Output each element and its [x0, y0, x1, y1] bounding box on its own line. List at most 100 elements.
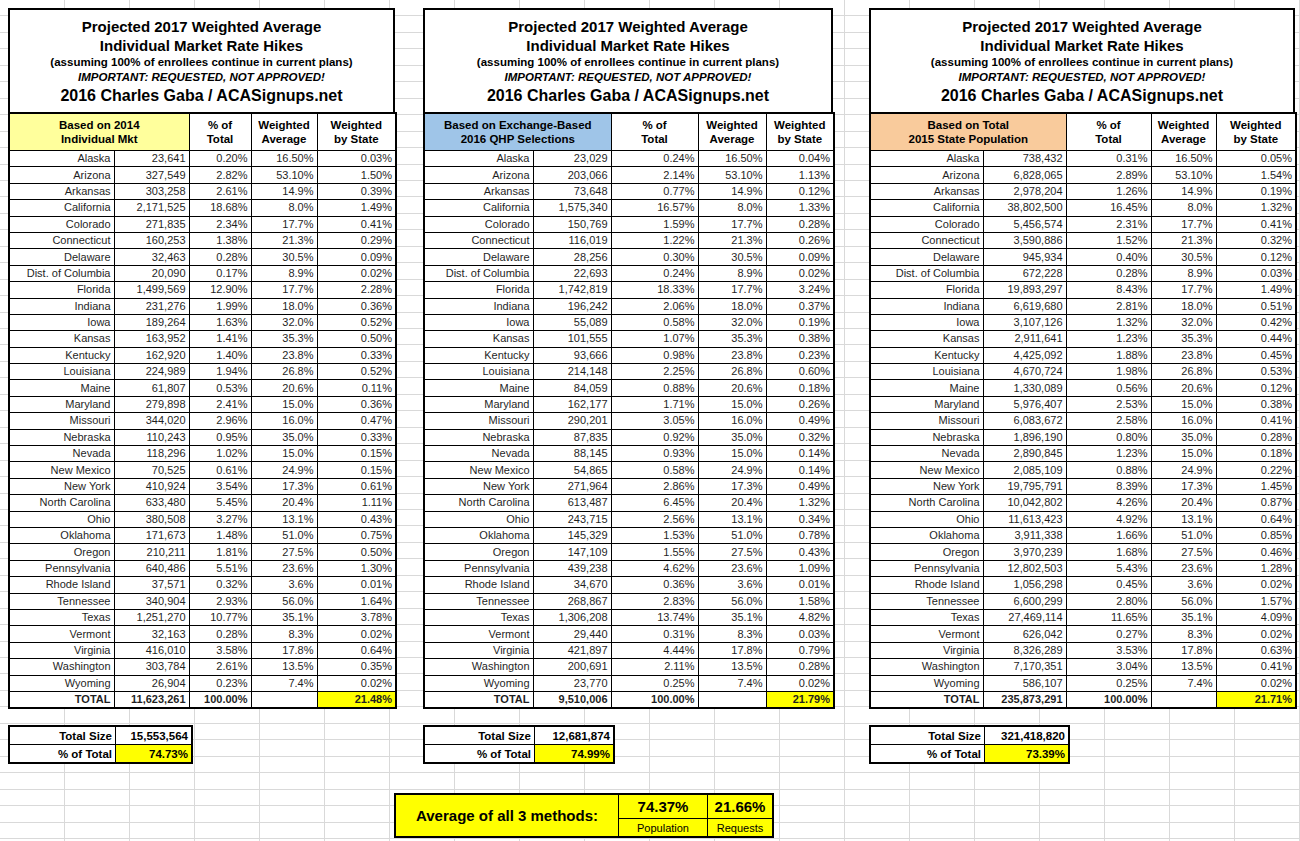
state-name-cell[interactable]: Maine [424, 380, 533, 396]
state-name-cell[interactable]: Indiana [9, 298, 114, 314]
state-name-cell[interactable]: Missouri [870, 413, 983, 429]
value-cell[interactable]: 0.33% [317, 347, 396, 363]
value-cell[interactable]: 16.0% [251, 413, 317, 429]
value-cell[interactable]: 20.4% [698, 495, 766, 511]
state-name-cell[interactable]: Texas [870, 609, 983, 625]
value-cell[interactable]: 5.45% [189, 495, 251, 511]
value-cell[interactable]: 0.43% [317, 511, 396, 527]
state-name-cell[interactable]: Iowa [870, 314, 983, 330]
col-header-weighted-by-state[interactable]: Weighted by State [766, 113, 834, 151]
value-cell[interactable]: 6,083,672 [983, 413, 1066, 429]
value-cell[interactable]: 0.11% [317, 380, 396, 396]
value-cell[interactable]: 0.95% [189, 429, 251, 445]
state-name-cell[interactable]: Florida [9, 282, 114, 298]
value-cell[interactable]: 0.41% [1216, 216, 1296, 232]
value-cell[interactable]: 27.5% [1151, 544, 1216, 560]
value-cell[interactable]: 8.9% [698, 265, 766, 281]
value-cell[interactable]: 1.53% [611, 527, 698, 543]
col-header-weighted-average[interactable]: Weighted Average [251, 113, 317, 151]
value-cell[interactable]: 0.02% [317, 675, 396, 691]
state-name-cell[interactable]: Virginia [424, 642, 533, 658]
value-cell[interactable]: 160,253 [114, 232, 189, 248]
value-cell[interactable]: 1.32% [1066, 314, 1151, 330]
value-cell[interactable]: 0.61% [317, 478, 396, 494]
state-name-cell[interactable]: Vermont [9, 626, 114, 642]
value-cell[interactable]: 162,920 [114, 347, 189, 363]
value-cell[interactable]: 0.27% [1066, 626, 1151, 642]
value-cell[interactable]: 210,211 [114, 544, 189, 560]
value-cell[interactable]: 0.88% [1066, 462, 1151, 478]
value-cell[interactable]: 11.65% [1066, 609, 1151, 625]
state-name-cell[interactable]: New York [870, 478, 983, 494]
state-name-cell[interactable]: Alaska [870, 151, 983, 167]
value-cell[interactable]: 0.41% [1216, 659, 1296, 675]
value-cell[interactable]: 0.52% [317, 314, 396, 330]
state-name-cell[interactable]: Tennessee [870, 593, 983, 609]
pct-of-total-value[interactable]: 74.99% [535, 745, 615, 764]
group-header-cell[interactable]: Based on Total 2015 State Population [870, 113, 1066, 151]
pct-of-total-label[interactable]: % of Total [9, 745, 116, 764]
value-cell[interactable]: 8.0% [1151, 200, 1216, 216]
state-name-cell[interactable]: Oregon [424, 544, 533, 560]
value-cell[interactable]: 87,835 [533, 429, 611, 445]
state-name-cell[interactable]: Texas [9, 609, 114, 625]
value-cell[interactable]: 0.22% [1216, 462, 1296, 478]
value-cell[interactable]: 16.45% [1066, 200, 1151, 216]
state-name-cell[interactable]: Kentucky [870, 347, 983, 363]
value-cell[interactable]: 279,898 [114, 396, 189, 412]
value-cell[interactable]: 0.53% [1216, 364, 1296, 380]
value-cell[interactable]: 738,432 [983, 151, 1066, 167]
value-cell[interactable]: 30.5% [698, 249, 766, 265]
value-cell[interactable]: 0.80% [1066, 429, 1151, 445]
value-cell[interactable]: 214,148 [533, 364, 611, 380]
value-cell[interactable]: 0.04% [766, 151, 834, 167]
value-cell[interactable]: 17.7% [698, 216, 766, 232]
value-cell[interactable]: 1.07% [611, 331, 698, 347]
value-cell[interactable]: 16.50% [1151, 151, 1216, 167]
population-average-label[interactable]: Population [619, 819, 708, 838]
value-cell[interactable]: 6,828,065 [983, 167, 1066, 183]
state-name-cell[interactable]: Nebraska [870, 429, 983, 445]
value-cell[interactable]: 0.28% [189, 249, 251, 265]
state-name-cell[interactable]: Kansas [870, 331, 983, 347]
value-cell[interactable]: 27,469,114 [983, 609, 1066, 625]
value-cell[interactable]: 24.9% [1151, 462, 1216, 478]
value-cell[interactable]: 0.28% [189, 626, 251, 642]
value-cell[interactable]: 0.25% [611, 675, 698, 691]
value-cell[interactable]: 5.43% [1066, 560, 1151, 576]
col-header-pct-of-total[interactable]: % of Total [189, 113, 251, 151]
value-cell[interactable]: 35.0% [251, 429, 317, 445]
value-cell[interactable]: 1.57% [1216, 593, 1296, 609]
value-cell[interactable]: 1.26% [1066, 183, 1151, 199]
state-name-cell[interactable]: Rhode Island [870, 577, 983, 593]
value-cell[interactable]: 23.8% [698, 347, 766, 363]
value-cell[interactable]: 0.23% [189, 675, 251, 691]
value-cell[interactable]: 32.0% [1151, 314, 1216, 330]
state-name-cell[interactable]: Arizona [9, 167, 114, 183]
value-cell[interactable]: 3.78% [317, 609, 396, 625]
state-name-cell[interactable]: Colorado [870, 216, 983, 232]
value-cell[interactable]: 2.61% [189, 183, 251, 199]
value-cell[interactable]: 17.7% [698, 282, 766, 298]
value-cell[interactable]: 35.0% [698, 429, 766, 445]
value-cell[interactable]: 189,264 [114, 314, 189, 330]
value-cell[interactable]: 0.28% [766, 216, 834, 232]
value-cell[interactable]: 17.7% [251, 216, 317, 232]
value-cell[interactable]: 0.12% [766, 183, 834, 199]
average-methods-label[interactable]: Average of all 3 methods: [395, 794, 619, 837]
value-cell[interactable]: 37,571 [114, 577, 189, 593]
value-cell[interactable]: 0.58% [611, 462, 698, 478]
value-cell[interactable]: 1.33% [766, 200, 834, 216]
value-cell[interactable]: 0.75% [317, 527, 396, 543]
value-cell[interactable]: 1.71% [611, 396, 698, 412]
value-cell[interactable]: 53.10% [1151, 167, 1216, 183]
value-cell[interactable]: 15.0% [1151, 446, 1216, 462]
state-name-cell[interactable]: Colorado [9, 216, 114, 232]
total-size-label[interactable]: Total Size [424, 726, 535, 745]
value-cell[interactable]: 93,666 [533, 347, 611, 363]
value-cell[interactable]: 13.1% [251, 511, 317, 527]
value-cell[interactable]: 13.5% [1151, 659, 1216, 675]
value-cell[interactable]: 23,029 [533, 151, 611, 167]
value-cell[interactable]: 640,486 [114, 560, 189, 576]
value-cell[interactable]: 3.53% [1066, 642, 1151, 658]
